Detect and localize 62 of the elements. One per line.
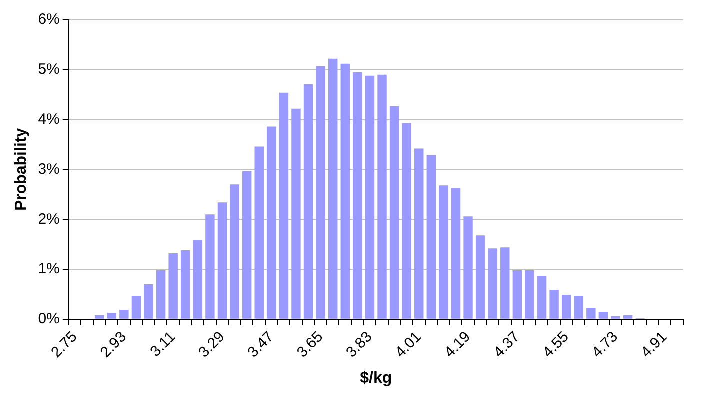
bar [562, 294, 572, 319]
bar [451, 188, 461, 319]
bar [488, 248, 498, 319]
bar [132, 296, 142, 319]
bar [414, 148, 424, 319]
bar [378, 74, 387, 319]
bar [218, 202, 228, 319]
bar [304, 84, 314, 319]
bar [193, 240, 203, 319]
x-tick-label: 4.19 [441, 328, 474, 362]
bar [623, 315, 633, 319]
bar [574, 296, 584, 319]
bar [390, 106, 400, 319]
bar [525, 270, 534, 319]
bar [464, 216, 473, 319]
x-tick-label: 3.83 [343, 328, 376, 362]
bar [365, 76, 375, 319]
bar [340, 64, 350, 319]
bar [144, 284, 154, 319]
bar [242, 171, 252, 319]
y-tick-label: 6% [38, 11, 60, 28]
x-tick-label: 3.11 [147, 328, 180, 360]
bar [292, 108, 301, 319]
bar [316, 66, 326, 319]
bar [439, 186, 448, 319]
y-tick-label: 2% [38, 210, 60, 228]
y-tick-label: 0% [38, 310, 60, 328]
y-tick-label: 4% [38, 110, 60, 128]
x-tick-label: 4.91 [638, 328, 671, 362]
bar [426, 155, 436, 319]
bar [550, 290, 559, 319]
bar [181, 250, 190, 319]
bar [586, 308, 596, 319]
bar [156, 270, 166, 319]
bar [353, 72, 362, 319]
bar [168, 254, 178, 319]
bar [328, 58, 338, 319]
y-tick-label: 5% [38, 61, 60, 78]
bar [402, 123, 412, 319]
bar [279, 92, 289, 319]
bar [611, 316, 620, 319]
x-tick-label: 3.29 [196, 328, 228, 362]
bar [500, 248, 510, 319]
bar [598, 312, 608, 319]
x-tick-label: 4.01 [392, 328, 425, 362]
bar [537, 276, 547, 319]
x-tick-label: 4.37 [490, 328, 524, 362]
bar [267, 126, 276, 319]
bar [94, 315, 104, 319]
y-tick-label: 3% [38, 160, 60, 178]
bar [206, 214, 215, 319]
y-axis-title: Probability [13, 128, 30, 212]
y-tick-label: 1% [38, 260, 60, 278]
bar [230, 184, 240, 319]
bar [120, 310, 129, 319]
bar [254, 146, 264, 319]
bar [512, 270, 522, 319]
x-axis-title: $/kg [360, 370, 392, 387]
x-tick-label: 4.73 [588, 328, 622, 362]
bar [107, 312, 116, 319]
bar [476, 236, 486, 319]
x-tick-label: 4.55 [540, 328, 572, 362]
